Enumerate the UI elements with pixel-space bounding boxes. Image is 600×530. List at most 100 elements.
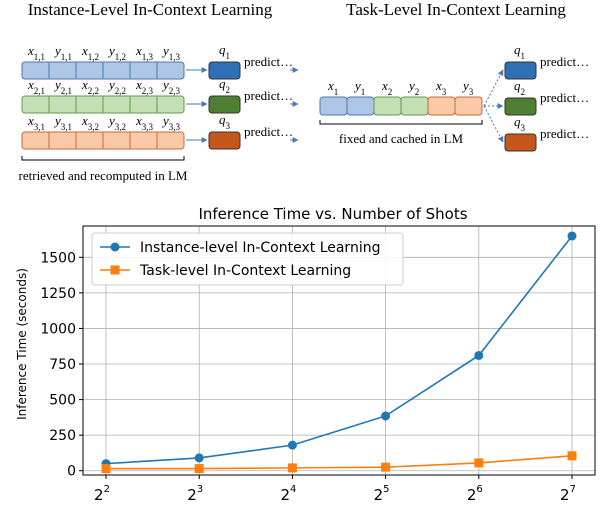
token-var: y	[53, 113, 61, 128]
legend-label: Task-level In-Context Learning	[139, 263, 351, 279]
x-tick-exponent: 2	[104, 484, 110, 495]
token-var: y	[353, 78, 361, 93]
token-var: x	[81, 43, 88, 58]
token-var: x	[327, 78, 334, 93]
y-tick-label: 500	[49, 393, 76, 409]
series-1-point	[567, 231, 577, 241]
query-sub: 1	[521, 51, 526, 61]
token-label: x2,3	[135, 77, 154, 96]
token-var: x	[81, 113, 88, 128]
series-lines	[105, 235, 573, 470]
token-var: y	[161, 77, 169, 92]
query-sub: 3	[226, 121, 231, 131]
token-label: y1	[353, 78, 365, 97]
token-sub: 3	[442, 87, 447, 97]
token-sub: 1,2	[115, 52, 126, 62]
token-label: y3,1	[53, 113, 72, 132]
query-var: q	[219, 76, 226, 91]
context-cell	[427, 96, 456, 116]
series-2-point	[194, 464, 204, 474]
y-tick-label: 750	[49, 357, 76, 373]
x-tick-base: 2	[467, 486, 477, 504]
token-sub: 1,1	[61, 52, 72, 62]
query-var: q	[514, 114, 521, 129]
x-tick-base: 2	[187, 486, 197, 504]
token-var: y	[161, 43, 169, 58]
x-tick-label: 24	[280, 484, 296, 504]
token-label: x1,2	[81, 43, 99, 62]
task-query-1: q 1 predict…	[483, 42, 589, 107]
context-cell	[373, 96, 402, 116]
token-sub: 1	[361, 87, 366, 97]
query-box	[208, 61, 241, 80]
query-var: q	[219, 112, 226, 127]
token-sub: 3,2	[88, 122, 99, 132]
instance-level-title: Instance-Level In-Context Learning	[28, 0, 273, 19]
token-sub: 3,1	[34, 122, 45, 132]
series-1-point	[474, 350, 484, 360]
token-label: y1,1	[53, 43, 72, 62]
y-tick-label: 0	[67, 464, 76, 480]
query-sub: 2	[226, 85, 231, 95]
legend-box	[91, 232, 404, 286]
token-sub: 2,1	[34, 86, 45, 96]
token-sub: 3	[469, 87, 474, 97]
token-sub: 2,3	[169, 86, 181, 96]
query-var: q	[514, 78, 521, 93]
token-sub: 2	[388, 87, 393, 97]
token-var: x	[135, 43, 142, 58]
predict-label: predict…	[244, 88, 293, 103]
predict-label: predict…	[540, 90, 589, 105]
token-var: y	[53, 77, 61, 92]
query-box	[208, 131, 241, 150]
token-var: x	[27, 113, 34, 128]
token-var: y	[107, 113, 115, 128]
token-sub: 2,2	[88, 86, 99, 96]
y-axis-label: Inference Time (seconds)	[15, 268, 29, 420]
plot-frame	[82, 225, 596, 476]
token-label: x2,1	[27, 77, 45, 96]
token-var: y	[407, 78, 415, 93]
token-sub: 3,3	[142, 122, 154, 132]
x-tick-label: 26	[467, 484, 483, 504]
arrow	[483, 69, 504, 107]
series-1-point	[287, 440, 297, 450]
series-2-point	[381, 462, 391, 472]
token-label: y1,3	[161, 43, 181, 62]
token-var: x	[27, 43, 34, 58]
series-1-point	[194, 453, 204, 463]
legend-marker	[110, 265, 120, 275]
query-label: q3	[514, 114, 526, 133]
predict-label: predict…	[540, 126, 589, 141]
token-sub: 2	[415, 87, 420, 97]
token-var: x	[135, 77, 142, 92]
query-label: q1	[219, 42, 230, 61]
query-sub: 1	[226, 51, 231, 61]
context-cell	[319, 96, 348, 116]
token-label: y2	[407, 78, 419, 97]
y-tick-label: 250	[49, 428, 76, 444]
token-label: x2,2	[81, 77, 99, 96]
series-2-point	[101, 464, 111, 474]
series-2-point	[567, 451, 577, 461]
token-sub: 1,2	[88, 52, 99, 62]
chart-title: Inference Time vs. Number of Shots	[198, 205, 467, 223]
plot-border	[82, 225, 596, 476]
series-line-1	[105, 235, 573, 465]
token-label: x1,1	[27, 43, 45, 62]
task-query-2: q2 predict…	[484, 78, 589, 116]
token-sub: 2,3	[142, 86, 154, 96]
token-sub: 3,1	[61, 122, 72, 132]
token-label: x3,1	[27, 113, 45, 132]
series-points	[101, 231, 577, 474]
x-tick-exponent: 3	[197, 484, 203, 495]
y-tick-label: 1000	[40, 321, 76, 337]
y-tick-label: 1250	[40, 286, 76, 302]
series-2-point	[287, 463, 297, 473]
instance-row-1: x1,1 y1,1 x1,2 y1,2 x1,3 y1,3 q1 predict…	[21, 42, 299, 80]
token-label: y3,2	[107, 113, 126, 132]
x-tick-label: 25	[374, 484, 390, 504]
y-ticks: 0 250 500 750 1000 1250 1500	[40, 250, 83, 480]
token-var: x	[435, 78, 442, 93]
